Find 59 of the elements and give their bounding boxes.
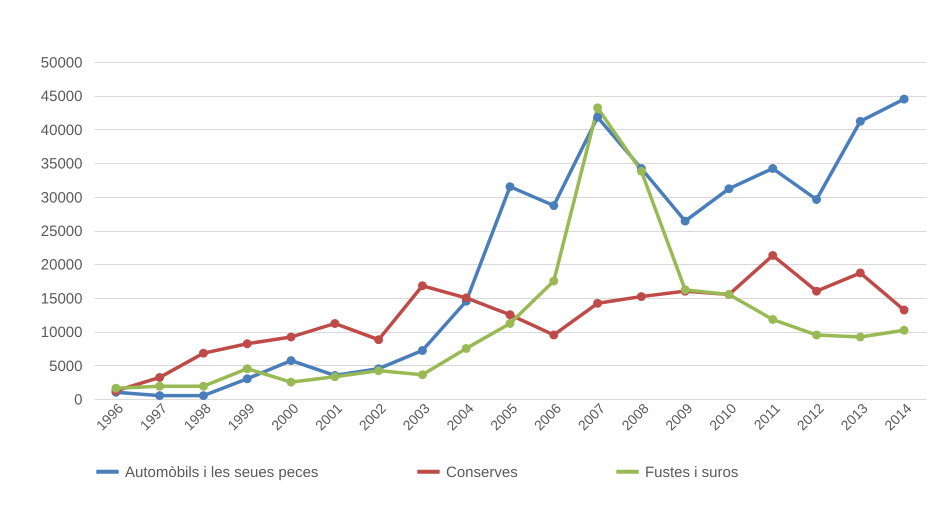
point [856,332,865,342]
point [856,268,865,278]
point [418,281,427,290]
legend-label: Fustes i suros [645,464,738,481]
point [286,332,296,342]
point [724,184,734,194]
point [593,298,602,308]
point [418,346,427,355]
legend-label: Automòbils i les seues peces [125,464,318,481]
point [768,164,778,173]
point [856,116,865,126]
point [506,182,514,192]
y-tick-label: 45000 [40,88,82,106]
point [549,330,558,340]
point [636,292,646,302]
legend-label: Conserves [446,464,518,481]
point [812,330,821,340]
point [418,370,427,380]
point [900,306,909,314]
point [111,384,120,393]
point [812,286,821,296]
point [155,391,164,400]
point [462,293,471,302]
y-tick-label: 0 [74,392,82,408]
point [242,339,252,348]
point [199,391,208,400]
point [374,335,384,344]
point [506,310,514,320]
point [900,94,909,104]
y-tick-label: 35000 [40,156,82,173]
point [155,382,164,391]
point [155,372,164,382]
point [286,356,296,366]
y-tick-label: 30000 [40,189,82,206]
point [549,201,558,210]
y-tick-label: 5000 [49,358,82,375]
point [593,103,602,112]
point [812,195,821,204]
y-tick-label: 10000 [40,324,82,342]
point [549,276,558,286]
point [330,319,340,328]
y-tick-label: 25000 [40,223,82,240]
point [462,344,471,353]
y-tick-label: 50000 [40,54,82,72]
point [199,348,208,358]
point [900,326,909,335]
point [680,216,690,226]
point [768,315,778,324]
point [636,166,646,176]
point [506,319,514,328]
point [242,364,252,374]
point [199,382,208,391]
point [768,250,778,260]
point [242,374,252,384]
y-tick-label: 20000 [40,256,82,274]
y-tick-label: 40000 [40,122,82,139]
y-tick-label: 15000 [40,290,82,308]
point [593,112,602,122]
point [286,378,296,387]
